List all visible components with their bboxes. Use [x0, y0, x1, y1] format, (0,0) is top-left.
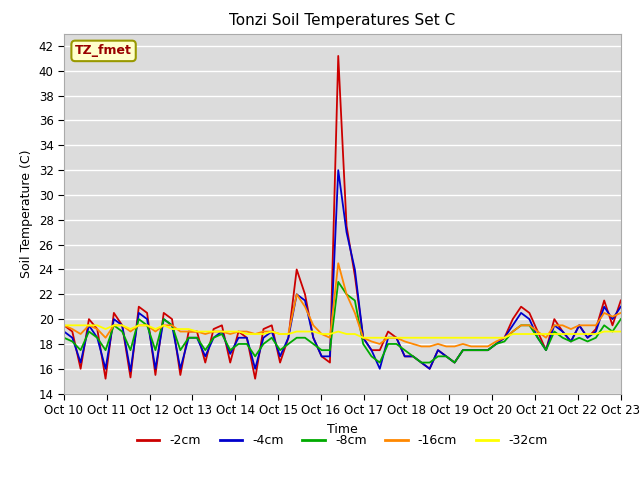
Legend: -2cm, -4cm, -8cm, -16cm, -32cm: -2cm, -4cm, -8cm, -16cm, -32cm — [132, 429, 553, 452]
Text: TZ_fmet: TZ_fmet — [75, 44, 132, 58]
X-axis label: Time: Time — [327, 422, 358, 435]
Title: Tonzi Soil Temperatures Set C: Tonzi Soil Temperatures Set C — [229, 13, 456, 28]
Y-axis label: Soil Temperature (C): Soil Temperature (C) — [20, 149, 33, 278]
